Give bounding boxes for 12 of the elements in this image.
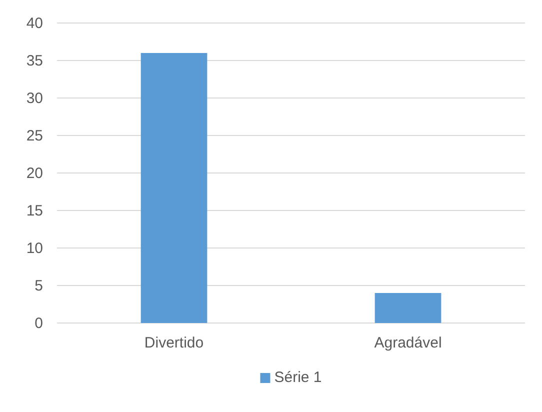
x-tick-label: Divertido [144, 334, 204, 352]
x-tick-label: Agradável [374, 334, 442, 352]
y-tick-label: 35 [26, 52, 43, 70]
y-tick-label: 20 [26, 164, 43, 182]
y-tick-label: 0 [34, 314, 43, 332]
y-tick-label: 10 [26, 240, 43, 257]
y-tick-label: 40 [26, 14, 43, 32]
y-tick-label: 5 [34, 277, 43, 294]
y-tick-label: 25 [26, 127, 43, 144]
y-tick-label: 15 [26, 202, 43, 220]
legend-label: Série 1 [274, 369, 322, 386]
y-tick-label: 30 [26, 90, 43, 107]
